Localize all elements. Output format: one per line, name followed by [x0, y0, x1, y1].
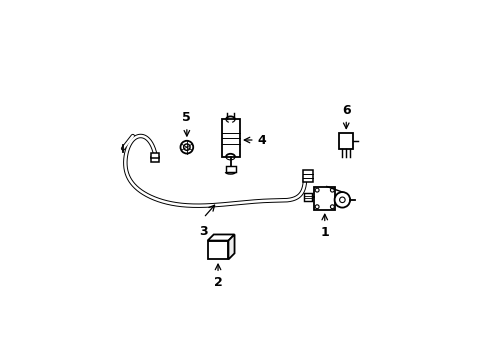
- Text: 2: 2: [213, 276, 222, 289]
- Circle shape: [330, 188, 334, 192]
- Circle shape: [339, 197, 345, 203]
- Circle shape: [315, 188, 319, 192]
- Text: 6: 6: [341, 104, 350, 117]
- Bar: [221, 120, 239, 157]
- Bar: [207, 240, 228, 260]
- Bar: [314, 187, 334, 210]
- Text: 1: 1: [320, 226, 328, 239]
- Bar: [150, 153, 159, 158]
- Text: 3: 3: [199, 225, 207, 238]
- Bar: [225, 166, 235, 172]
- Polygon shape: [207, 234, 234, 240]
- Text: 5: 5: [182, 111, 191, 124]
- Text: 4: 4: [257, 134, 266, 147]
- Polygon shape: [228, 234, 234, 260]
- Circle shape: [315, 205, 319, 209]
- Bar: [303, 170, 312, 183]
- Circle shape: [180, 141, 193, 153]
- Circle shape: [183, 144, 190, 150]
- Bar: [303, 193, 311, 201]
- Circle shape: [330, 205, 334, 209]
- Bar: [339, 133, 352, 149]
- Bar: [150, 157, 159, 162]
- Circle shape: [334, 192, 349, 208]
